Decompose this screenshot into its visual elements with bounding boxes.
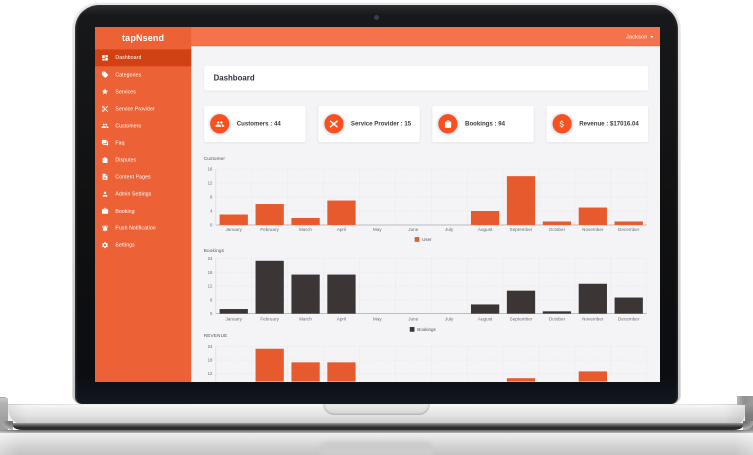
- svg-text:March: March: [299, 227, 312, 232]
- svg-text:July: July: [445, 316, 454, 321]
- svg-text:24: 24: [207, 344, 212, 349]
- svg-text:January: January: [225, 316, 242, 321]
- svg-text:February: February: [260, 227, 279, 232]
- svg-text:June: June: [408, 316, 418, 321]
- svg-text:0: 0: [210, 311, 213, 316]
- svg-text:September: September: [509, 316, 532, 321]
- svg-text:Bookings: Bookings: [203, 248, 224, 253]
- svg-text:November: November: [582, 227, 604, 232]
- svg-text:REVENUE: REVENUE: [203, 333, 227, 338]
- svg-text:16: 16: [207, 167, 212, 172]
- svg-text:12: 12: [207, 284, 212, 289]
- svg-text:March: March: [299, 316, 312, 321]
- svg-text:18: 18: [207, 270, 212, 275]
- svg-text:January: January: [225, 227, 242, 232]
- svg-text:User: User: [422, 237, 432, 242]
- svg-text:February: February: [260, 316, 279, 321]
- svg-text:8: 8: [210, 195, 213, 200]
- svg-text:Customer: Customer: [203, 156, 225, 161]
- svg-text:August: August: [477, 227, 492, 232]
- svg-text:0: 0: [210, 223, 213, 228]
- svg-text:May: May: [373, 316, 382, 321]
- svg-text:December: December: [618, 227, 640, 232]
- svg-text:18: 18: [207, 358, 212, 363]
- svg-text:April: April: [336, 316, 345, 321]
- svg-text:April: April: [336, 227, 345, 232]
- svg-text:June: June: [408, 227, 418, 232]
- svg-text:4: 4: [210, 209, 213, 214]
- svg-text:24: 24: [207, 256, 212, 261]
- svg-text:October: October: [548, 316, 565, 321]
- svg-text:August: August: [477, 316, 492, 321]
- svg-text:November: November: [582, 316, 604, 321]
- svg-text:July: July: [445, 227, 454, 232]
- svg-text:October: October: [548, 227, 565, 232]
- svg-text:May: May: [373, 227, 382, 232]
- svg-text:12: 12: [207, 181, 212, 186]
- svg-text:September: September: [509, 227, 532, 232]
- svg-text:12: 12: [207, 371, 212, 376]
- svg-text:6: 6: [210, 297, 213, 302]
- svg-text:Bookings: Bookings: [417, 327, 436, 332]
- svg-text:December: December: [618, 316, 640, 321]
